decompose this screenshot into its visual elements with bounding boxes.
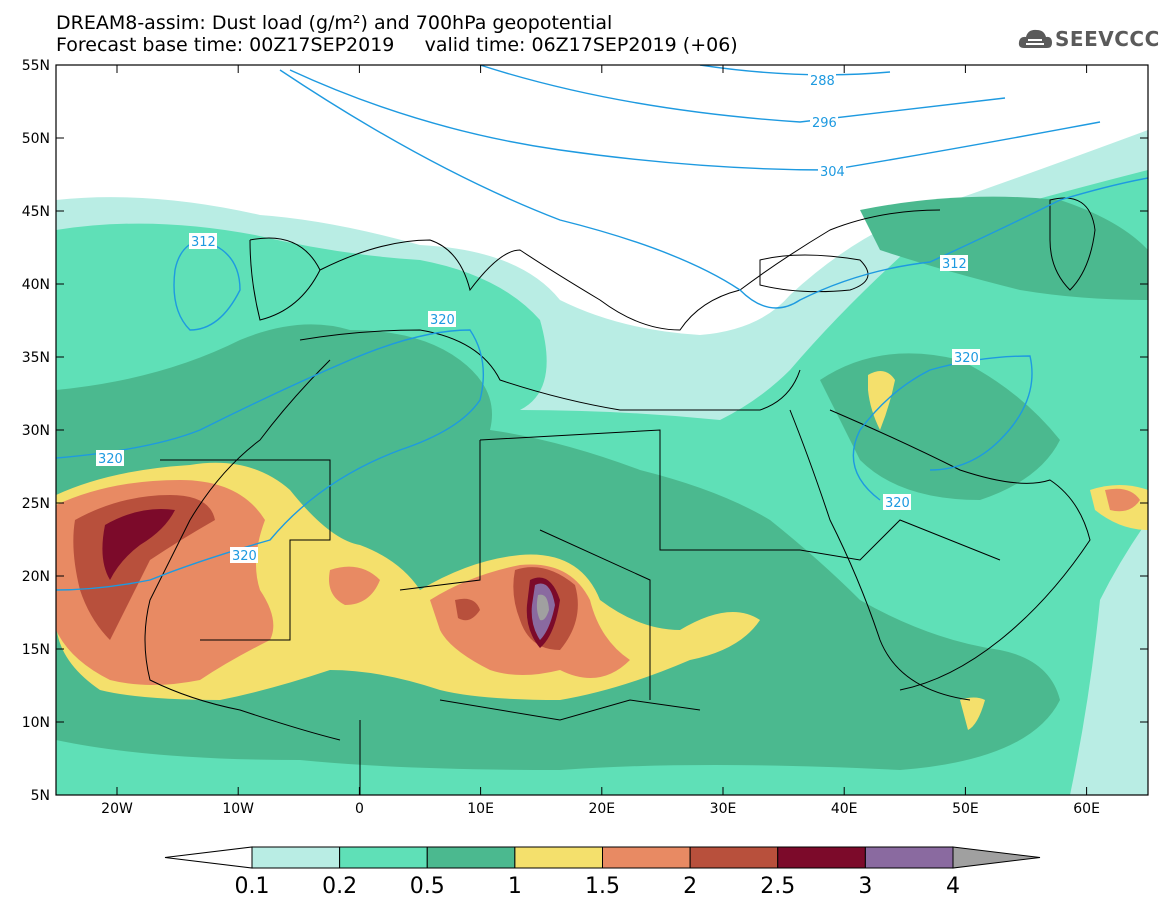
dust-field xyxy=(56,65,1148,795)
contour-288 xyxy=(699,65,891,76)
border xyxy=(439,699,701,721)
coastlines xyxy=(144,197,1096,795)
geopotential-contours xyxy=(56,65,1148,591)
contour-label: 320 xyxy=(430,313,455,328)
colorbar-box xyxy=(689,846,779,869)
contour-312-east xyxy=(279,69,1148,309)
contour-label: 304 xyxy=(820,165,845,180)
lon-label: 10E xyxy=(467,801,494,817)
contour-320-west xyxy=(56,329,485,591)
colorbar-max-arrow xyxy=(952,846,1041,869)
contour-label: 296 xyxy=(812,116,837,131)
colorbar-label: 4 xyxy=(946,874,960,899)
contour-label: 320 xyxy=(954,351,979,366)
contour-label: 320 xyxy=(885,496,910,511)
lon-label: 50E xyxy=(952,801,979,817)
contour-label: 312 xyxy=(942,257,967,272)
lat-label: 20N xyxy=(22,569,50,585)
colorbar-label: 1 xyxy=(508,874,522,899)
colorbar-min-arrow xyxy=(164,846,253,869)
latitude-axis: 55N 50N 45N 40N 35N 30N 25N 20N 15N 10N 5N xyxy=(22,58,1148,804)
north-africa-coast xyxy=(299,329,801,411)
lat-label: 40N xyxy=(22,277,50,293)
lat-label: 45N xyxy=(22,204,50,220)
black-sea xyxy=(759,254,869,293)
dust-level-2.5 xyxy=(102,509,175,580)
contour-296 xyxy=(479,65,1006,123)
colorbar-box xyxy=(251,846,341,869)
colorbar-label: 2 xyxy=(683,874,697,899)
dust-level-1 xyxy=(960,697,985,730)
colorbar-label: 2.5 xyxy=(760,874,795,899)
lon-label: 20E xyxy=(588,801,615,817)
cloud-logo-icon xyxy=(1018,29,1052,48)
contour-label: 320 xyxy=(232,549,257,564)
lat-label: 30N xyxy=(22,423,50,439)
caspian-sea xyxy=(1049,197,1096,291)
colorbar-label: 3 xyxy=(858,874,872,899)
border xyxy=(799,519,1001,561)
border xyxy=(160,459,331,641)
contour-304 xyxy=(289,69,1101,171)
contour-312-west xyxy=(173,239,241,331)
colorbar-label: 0.2 xyxy=(322,874,357,899)
lon-label: 60E xyxy=(1073,801,1100,817)
colorbar-box xyxy=(777,846,866,869)
colorbar-box xyxy=(514,846,603,869)
border xyxy=(539,529,651,700)
border xyxy=(399,440,481,591)
map-title: DREAM8-assim: Dust load (g/m²) and 700hP… xyxy=(56,12,613,34)
lat-label: 55N xyxy=(22,58,50,74)
dust-level-1.5 xyxy=(1105,488,1140,512)
colorbar-box xyxy=(426,846,516,869)
colorbar-box xyxy=(864,846,954,869)
dust-level-2 xyxy=(455,598,480,621)
lat-label: 10N xyxy=(22,715,50,731)
colorbar-label: 0.5 xyxy=(410,874,445,899)
red-sea-coast xyxy=(789,409,971,701)
arabia-coast xyxy=(829,409,1091,691)
border xyxy=(479,429,800,551)
lon-label: 0 xyxy=(355,801,364,817)
lon-label: 40E xyxy=(831,801,858,817)
europe-coast xyxy=(249,209,941,331)
lat-label: 5N xyxy=(31,788,50,804)
dust-level-1 xyxy=(868,371,895,430)
dust-level-0.5 xyxy=(860,196,1148,300)
colorbar-label: 1.5 xyxy=(585,874,620,899)
map-subtitle: Forecast base time: 00Z17SEP2019 valid t… xyxy=(56,34,738,56)
lat-label: 50N xyxy=(22,131,50,147)
lat-label: 35N xyxy=(22,350,50,366)
contour-label: 312 xyxy=(191,235,216,250)
colorbar-label: 0.1 xyxy=(235,874,270,899)
contour-labels: 288 296 304 312 312 320 320 320 320 320 xyxy=(96,72,980,564)
lat-label: 15N xyxy=(22,642,50,658)
colorbar-box xyxy=(339,846,428,869)
dust-level-1.5 xyxy=(329,566,380,605)
lat-label: 25N xyxy=(22,496,50,512)
longitude-axis: 20W 10W 0 10E 20E 30E 40E 50E 60E xyxy=(101,65,1100,817)
lon-label: 20W xyxy=(101,801,133,817)
lon-label: 10W xyxy=(222,801,254,817)
west-africa-coast xyxy=(144,359,341,741)
logo-text: SEEVCCC xyxy=(1055,27,1160,51)
lon-label: 30E xyxy=(710,801,737,817)
colorbar-box xyxy=(602,846,691,869)
contour-label: 320 xyxy=(98,452,123,467)
colorbar: 0.1 0.2 0.5 1 1.5 2 2.5 3 4 xyxy=(164,846,1041,899)
contour-label: 288 xyxy=(810,74,835,89)
dust-level-4 xyxy=(536,594,549,621)
